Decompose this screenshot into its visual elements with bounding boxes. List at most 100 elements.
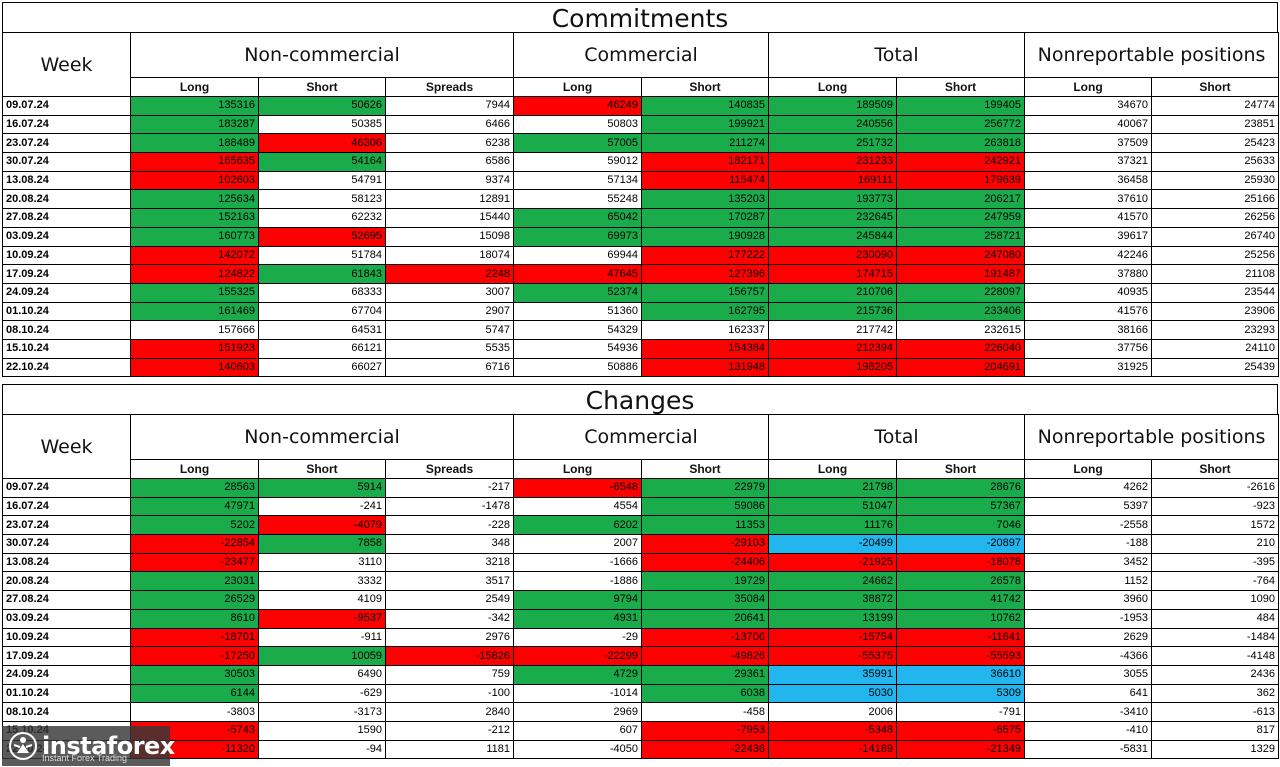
value-cell: 38872 [768, 590, 898, 610]
value-cell: 10059 [258, 646, 386, 666]
value-cell: 156757 [640, 282, 770, 303]
value-cell: 42246 [1024, 245, 1153, 266]
value-cell: 59012 [513, 152, 642, 172]
value-cell: 190928 [640, 226, 770, 247]
table-row: 16.07.24 183287 50385 6466 50803 199921 240556… [2, 114, 1280, 135]
week-cell: 27.08.24 [2, 208, 131, 228]
value-cell: 2976 [385, 627, 514, 648]
value-cell: 217742 [768, 320, 898, 340]
value-cell: -13706 [640, 627, 770, 648]
value-cell: 233406 [896, 301, 1026, 322]
group-header-nonreportable: Nonreportable positions [1024, 414, 1280, 460]
value-cell: 125634 [130, 189, 259, 210]
value-cell: 15440 [385, 208, 514, 228]
value-cell: -5348 [768, 720, 898, 741]
value-cell: -5831 [1024, 739, 1153, 760]
value-cell: 68333 [258, 282, 386, 303]
value-cell: 1572 [1151, 515, 1280, 536]
value-cell: -1886 [513, 571, 642, 592]
column-header: Long [1024, 459, 1153, 479]
value-cell: 25439 [1151, 357, 1280, 378]
value-cell: 3960 [1024, 590, 1153, 610]
value-cell: 26256 [1151, 208, 1280, 228]
value-cell: 232645 [768, 208, 898, 228]
column-header: Long [513, 77, 642, 97]
value-cell: 28563 [130, 478, 259, 498]
value-cell: -7953 [640, 720, 770, 741]
table-row: 15.10.24-57431590-212607-7953-5348-6575-… [2, 720, 1280, 741]
changes-section: Changes Week Non-commercial Commercial T… [2, 384, 1280, 760]
value-cell: 245844 [768, 226, 898, 247]
value-cell: 484 [1151, 608, 1280, 629]
value-cell: -4079 [258, 515, 386, 536]
subheader-row: Long Short Spreads Long Short Long Short Long Sh… [3, 77, 1280, 97]
value-cell: -1484 [1151, 627, 1280, 648]
value-cell: -23477 [130, 552, 259, 573]
week-cell: 16.07.24 [2, 114, 131, 135]
value-cell: -4366 [1024, 646, 1153, 666]
table-row: 22.10.24 140603 66027 6716 50886 131948 198205… [2, 357, 1280, 378]
value-cell: 41576 [1024, 301, 1153, 322]
value-cell: -18078 [896, 552, 1026, 573]
value-cell: 41570 [1024, 208, 1153, 228]
value-cell: 1090 [1151, 590, 1280, 610]
value-cell: -1953 [1024, 608, 1153, 629]
value-cell: 54791 [258, 170, 386, 191]
value-cell: 211274 [640, 133, 770, 154]
value-cell: 37610 [1024, 189, 1153, 210]
value-cell: 13199 [768, 608, 898, 629]
week-header: Week [2, 414, 131, 479]
table-row: 20.08.24 23031 3332 3517 -1886 19729 24662 2657… [2, 571, 1280, 592]
value-cell: 210706 [768, 282, 898, 303]
column-header: Short [640, 459, 770, 479]
value-cell: 2436 [1151, 664, 1280, 685]
value-cell: -29103 [640, 534, 770, 554]
value-cell: 6202 [513, 515, 642, 536]
value-cell: -1478 [385, 496, 514, 517]
week-cell: 13.08.24 [2, 170, 131, 191]
group-header-noncommercial: Non-commercial [130, 414, 514, 460]
group-header-noncommercial: Non-commercial [130, 32, 514, 78]
value-cell: 19729 [640, 571, 770, 592]
value-cell: 5747 [385, 320, 514, 340]
column-header: Short [258, 77, 386, 97]
column-header: Long [768, 77, 898, 97]
value-cell: 10762 [896, 608, 1026, 629]
value-cell: 57367 [896, 496, 1026, 517]
value-cell: -55593 [896, 646, 1026, 666]
column-header: Short [1151, 77, 1280, 97]
value-cell: -458 [640, 702, 770, 722]
value-cell: -9537 [258, 608, 386, 629]
value-cell: 161469 [130, 301, 259, 322]
week-cell: 22.10.24 [2, 357, 131, 378]
value-cell: -217 [385, 478, 514, 498]
value-cell: 36610 [896, 664, 1026, 685]
column-header: Spreads [385, 77, 514, 97]
week-cell: 01.10.24 [2, 301, 131, 322]
value-cell: 28676 [896, 478, 1026, 498]
value-cell: 37321 [1024, 152, 1153, 172]
group-header-commercial: Commercial [512, 414, 770, 460]
week-cell: 24.09.24 [2, 664, 131, 685]
value-cell: 51784 [258, 245, 386, 266]
table-row: 09.07.24 135316 50626 7944 46249 140835 189509… [2, 96, 1280, 116]
value-cell: 115474 [640, 170, 770, 191]
value-cell: 9374 [385, 170, 514, 191]
value-cell: 55248 [513, 189, 642, 210]
value-cell: 5030 [768, 683, 898, 704]
table-row: 16.07.24 47971 -241 -1478 4554 59086 51047 5736… [2, 496, 1280, 517]
value-cell: 177222 [640, 245, 770, 266]
value-cell: 40935 [1024, 282, 1153, 303]
value-cell: -55375 [768, 646, 898, 666]
value-cell: 51360 [513, 301, 642, 322]
value-cell: -1014 [513, 683, 642, 704]
watermark-brand: instaforex [42, 732, 175, 760]
value-cell: 212394 [768, 338, 898, 359]
table-row: 13.08.24 -23477 3110 3218 -1666 -24406 -21925-… [2, 552, 1280, 573]
changes-title: Changes [2, 384, 1278, 415]
value-cell: 67704 [258, 301, 386, 322]
value-cell: -395 [1151, 552, 1280, 573]
value-cell: 11176 [768, 515, 898, 536]
column-header: Short [1151, 459, 1280, 479]
value-cell: 2840 [385, 702, 514, 722]
